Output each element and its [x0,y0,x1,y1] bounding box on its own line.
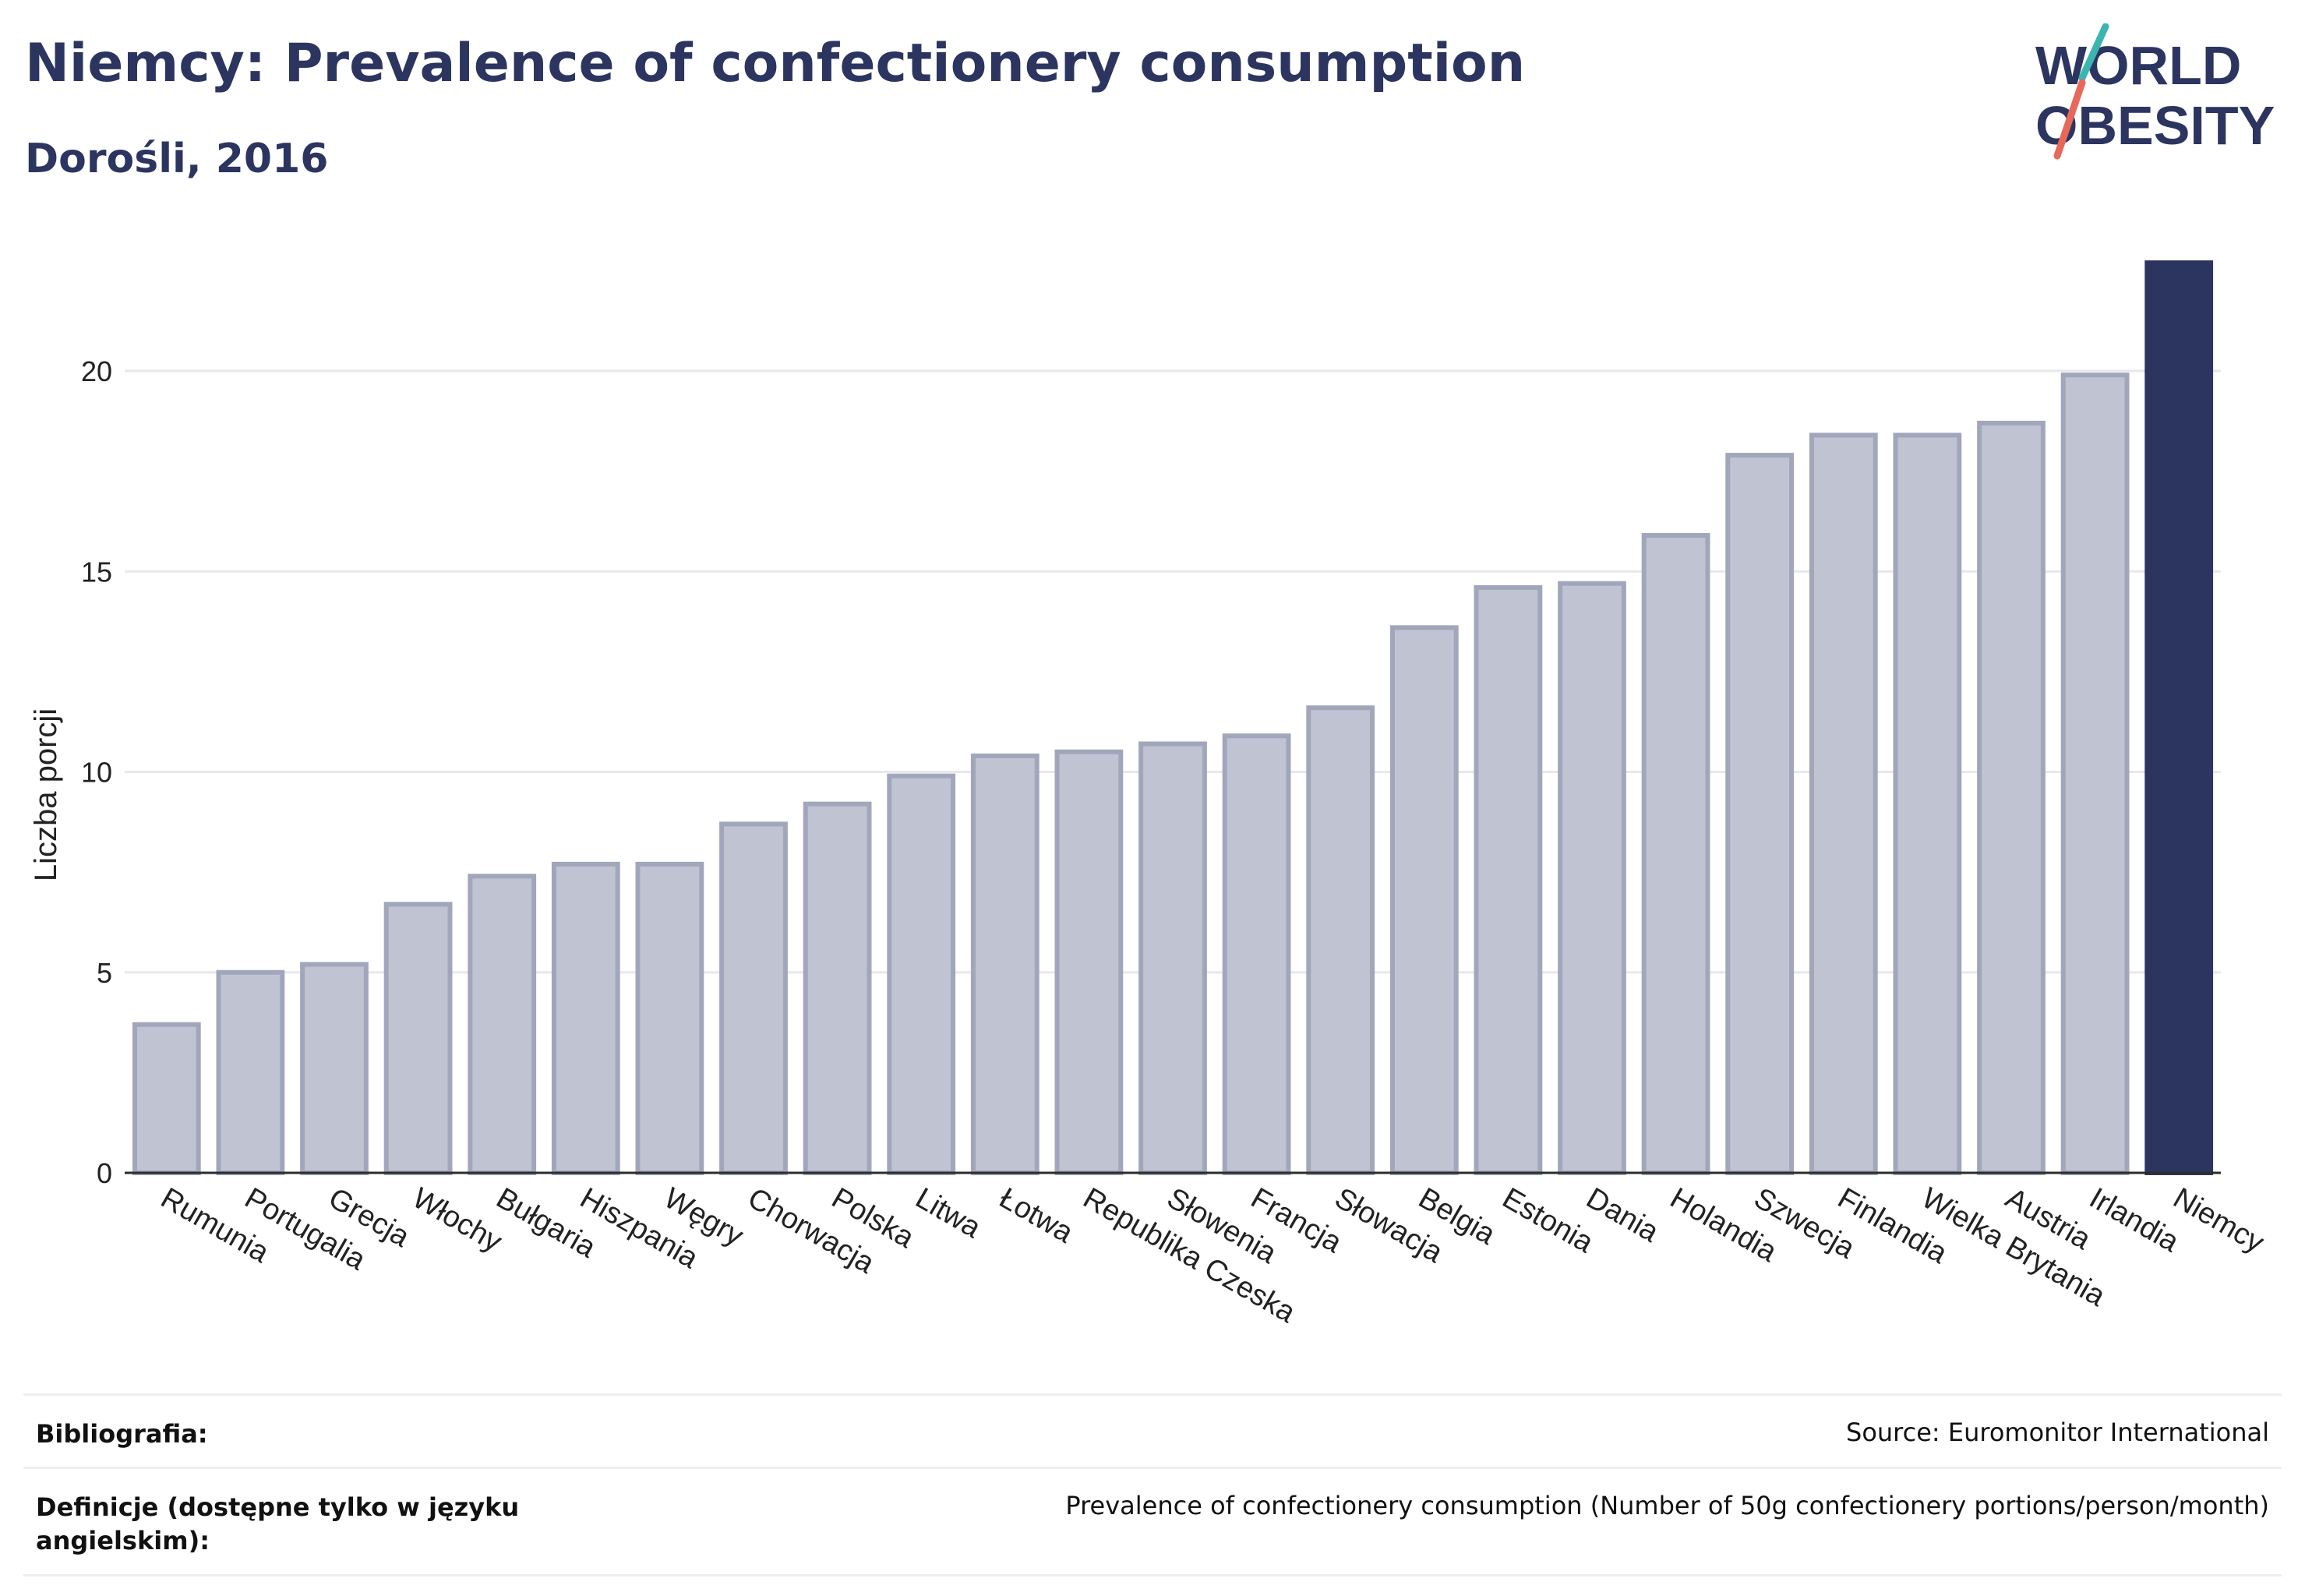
bar-francja[interactable] [1222,733,1291,1175]
bar-polska[interactable] [803,801,872,1175]
y-tick-label: 5 [97,957,112,989]
bar-bułgaria[interactable] [468,874,537,1176]
x-tick-label: Łotwa [994,1181,1079,1250]
bar-szwecja[interactable] [1725,453,1795,1175]
bar-holandia[interactable] [1641,532,1710,1176]
x-tick-label: Niemcy [2168,1181,2270,1259]
page-subtitle: Dorośli, 2016 [25,136,329,182]
bar-niemcy[interactable] [2144,260,2214,1175]
bar-rumunia[interactable] [132,1022,201,1175]
x-tick-label: Włochy [407,1181,507,1259]
x-tick-label: Litwa [910,1181,987,1245]
y-axis-label: Liczba porcji [29,708,63,881]
bar-belgia[interactable] [1389,625,1459,1175]
x-axis: RumuniaPortugaliaGrecjaWłochyBułgariaHis… [125,1171,2270,1329]
y-axis: 0 5 10 15 20 [81,355,112,1189]
bar-węgry[interactable] [635,861,704,1176]
bar-grecja[interactable] [300,962,369,1175]
footer-label: Definicje (dostępne tylko w języku angie… [36,1492,520,1556]
footer-value: Source: Euromonitor International [1846,1418,2269,1447]
world-obesity-logo: WORLD OBESITY [2035,23,2275,160]
y-tick-label: 0 [97,1157,112,1189]
footer-value: Prevalence of confectionery consumption … [1065,1491,2269,1521]
y-tick-label: 15 [81,556,112,588]
bar-austria[interactable] [1977,420,2046,1175]
footer-row-bibliography: Bibliografia: Source: Euromonitor Intern… [23,1393,2282,1467]
bar-łotwa[interactable] [970,753,1040,1175]
x-tick-label: Estonia [1497,1181,1600,1259]
x-tick-label: Irlandia [2084,1181,2185,1259]
svg-text:WORLD: WORLD [2035,35,2241,96]
bar-włochy[interactable] [383,902,453,1175]
bars [132,260,2214,1176]
page-title: Niemcy: Prevalence of confectionery cons… [25,33,1526,94]
y-tick-label: 20 [81,355,112,387]
y-tick-label: 10 [81,757,112,789]
bar-irlandia[interactable] [2060,373,2130,1175]
bar-dania[interactable] [1558,581,1626,1175]
bar-republika-czeska[interactable] [1054,749,1124,1175]
bar-finlandia[interactable] [1809,433,1878,1175]
bar-słowenia[interactable] [1138,741,1207,1175]
bar-wielka-brytania[interactable] [1893,433,1962,1175]
footer: Bibliografia: Source: Euromonitor Intern… [23,1393,2282,1577]
bar-chorwacja[interactable] [719,821,788,1175]
bar-hiszpania[interactable] [551,861,620,1176]
footer-row-definitions: Definicje (dostępne tylko w języku angie… [23,1467,2282,1577]
bar-portugalia[interactable] [216,969,285,1176]
bar-chart: 0 5 10 15 20 RumuniaPortugaliaGrecjaWłochyBu… [29,260,2270,1329]
bar-litwa[interactable] [887,773,956,1176]
bar-estonia[interactable] [1474,584,1543,1175]
footer-label: Bibliografia: [36,1419,208,1449]
bar-słowacja[interactable] [1306,705,1375,1175]
